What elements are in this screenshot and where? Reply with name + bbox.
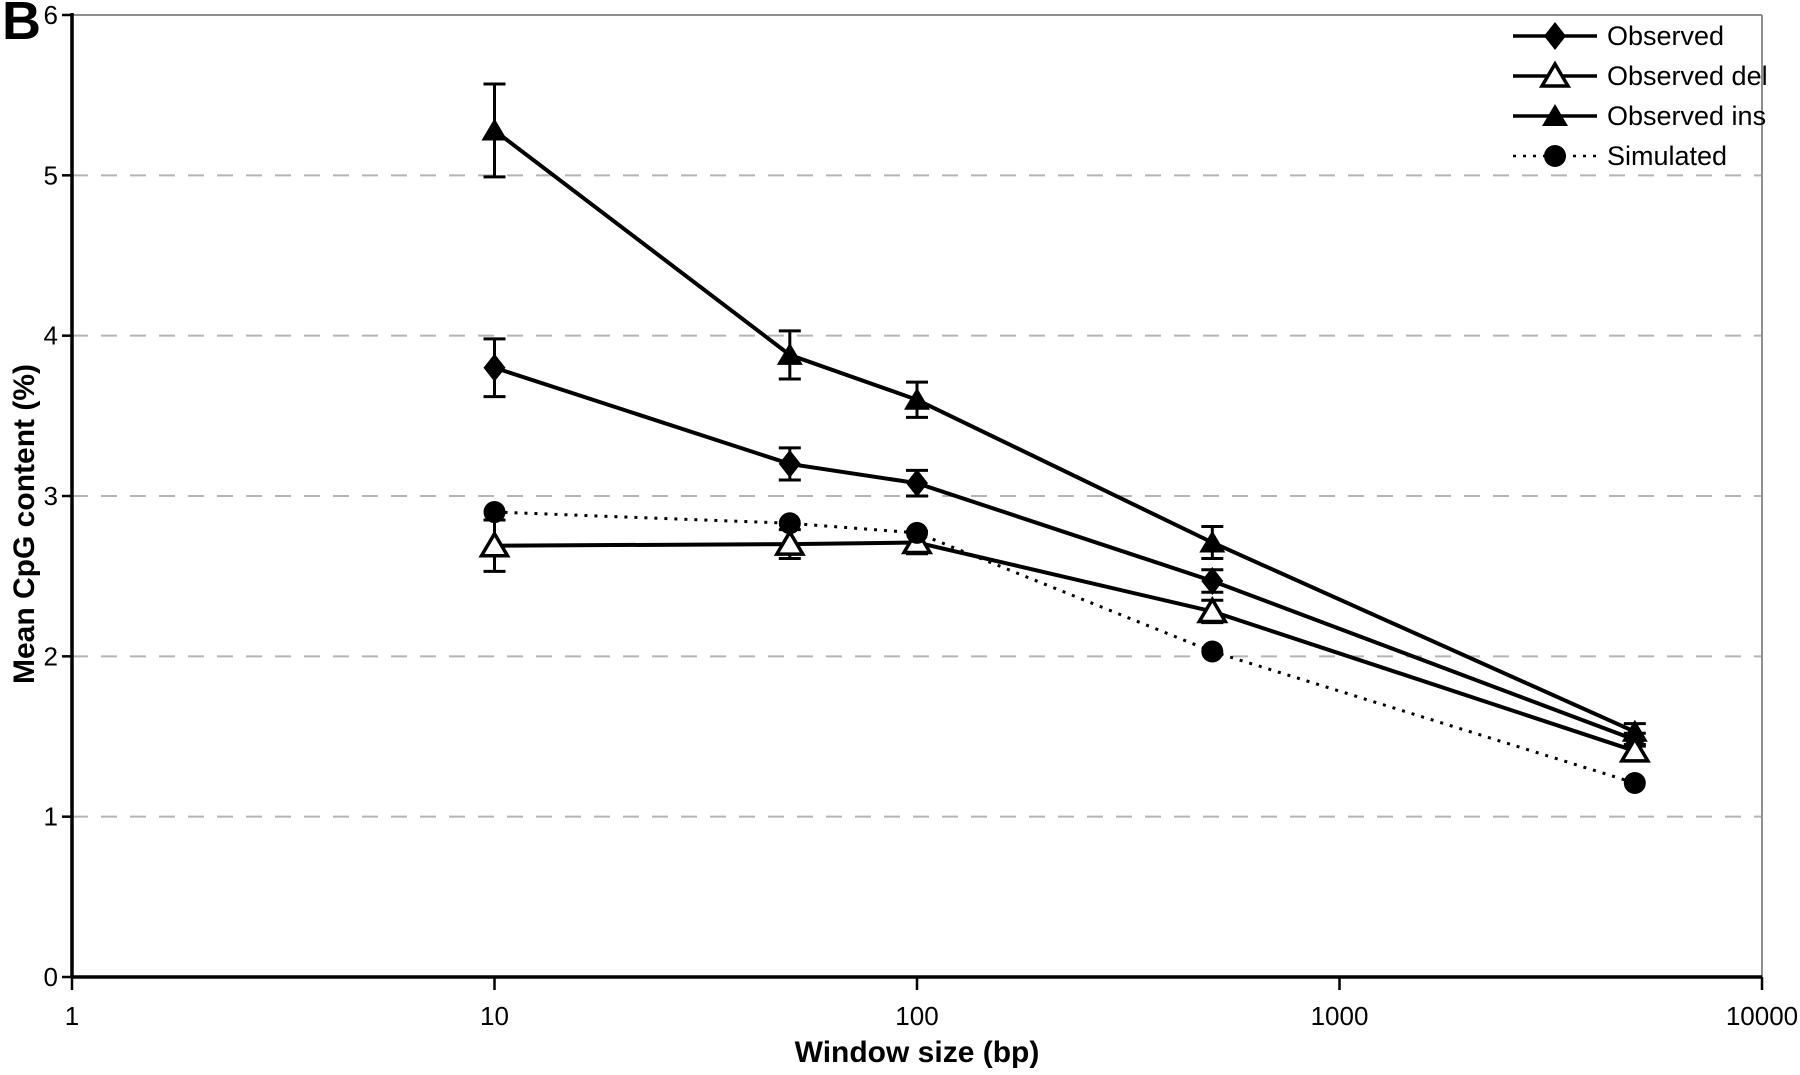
circle-filled-marker — [1623, 771, 1646, 794]
triangle-open-marker — [478, 530, 511, 558]
x-tick-label: 1000 — [1311, 1001, 1369, 1031]
y-axis-title: Mean CpG content (%) — [8, 364, 41, 684]
legend-item-observed: Observed — [1513, 21, 1724, 51]
series-observed-ins — [481, 82, 1648, 742]
diamond-filled-marker — [1544, 22, 1566, 50]
diamond-filled-marker — [906, 469, 928, 498]
legend-label: Simulated — [1607, 141, 1727, 171]
y-tick-label: 4 — [44, 321, 58, 351]
series-line — [493, 128, 1636, 734]
diamond-filled-marker — [1201, 566, 1224, 595]
series-line — [493, 365, 1636, 742]
series-line — [494, 540, 1636, 753]
legend-label: Observed ins — [1607, 101, 1766, 131]
panel-label: B — [2, 0, 41, 51]
legend-item-observed-ins: Observed ins — [1513, 101, 1766, 131]
diamond-filled-marker — [778, 449, 801, 478]
triangle-filled-marker — [776, 342, 803, 365]
triangle-filled-marker — [904, 387, 930, 410]
circle-filled-marker — [1544, 145, 1566, 167]
series-simulated — [483, 501, 1646, 794]
y-tick-label: 2 — [44, 641, 58, 671]
series-observed-del — [478, 518, 1651, 763]
legend: Observed Observed del Observed ins Simulate… — [1513, 21, 1768, 171]
series-line — [494, 510, 1636, 785]
triangle-filled-marker — [1621, 719, 1648, 742]
y-tick-label: 1 — [44, 802, 58, 832]
y-tick-label: 0 — [44, 962, 58, 992]
x-tick-label: 10000 — [1726, 1001, 1798, 1031]
circle-filled-marker — [906, 521, 928, 544]
x-tick-label: 100 — [895, 1001, 938, 1031]
circle-filled-marker — [483, 501, 506, 524]
triangle-filled-marker — [481, 118, 508, 141]
circle-filled-marker — [1201, 640, 1224, 663]
y-tick-label: 5 — [44, 160, 58, 190]
x-axis-title: Window size (bp) — [795, 1036, 1040, 1069]
circle-filled-marker — [778, 512, 801, 535]
y-tick-label: 3 — [44, 481, 58, 511]
y-tick-label: 6 — [44, 0, 58, 30]
legend-item-observed-del: Observed del — [1513, 60, 1768, 91]
triangle-filled-marker — [1542, 104, 1568, 126]
triangle-open-marker — [1196, 596, 1229, 624]
x-tick-label: 10 — [480, 1001, 509, 1031]
triangle-open-marker — [1618, 735, 1651, 763]
diamond-filled-marker — [483, 353, 506, 382]
legend-label: Observed del — [1607, 61, 1768, 91]
triangle-open-marker — [773, 528, 806, 556]
x-tick-label: 1 — [65, 1001, 79, 1031]
legend-label: Observed — [1607, 21, 1724, 51]
legend-item-simulated: Simulated — [1513, 141, 1727, 171]
triangle-open-marker — [1538, 60, 1572, 88]
triangle-filled-marker — [1199, 530, 1226, 553]
